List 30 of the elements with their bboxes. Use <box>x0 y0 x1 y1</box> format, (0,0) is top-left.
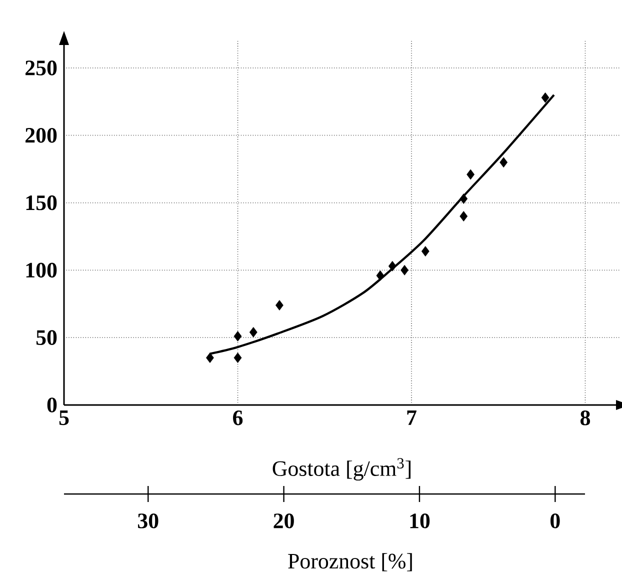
y-tick-label: 50 <box>36 330 57 345</box>
point <box>276 300 284 310</box>
point <box>500 157 508 168</box>
point <box>206 352 214 364</box>
point <box>466 169 475 180</box>
point <box>400 264 409 276</box>
point <box>460 194 468 204</box>
x2-tick-label: 20 <box>274 514 294 528</box>
x-axis-title: Gostota [g/cm$^{3}$] <box>272 458 411 481</box>
y-tick-label: 0 <box>47 398 57 412</box>
y-tick-label: 250 <box>26 60 57 76</box>
y-tick-label: 200 <box>26 128 57 143</box>
x2-tick-label: 30 <box>138 514 158 528</box>
x2-tick-label: 0 <box>550 514 560 528</box>
point <box>249 326 258 338</box>
point <box>421 246 430 256</box>
point <box>234 352 242 364</box>
point <box>234 331 242 342</box>
point <box>460 211 468 222</box>
y-tick-label: 150 <box>26 195 57 210</box>
y-tick-label: 100 <box>26 262 57 278</box>
point <box>541 92 550 103</box>
x-tick-label: 8 <box>580 410 590 426</box>
x-tick-label: 6 <box>233 410 243 426</box>
point <box>388 260 396 272</box>
x2-axis-title: Poroznost [%] <box>288 553 412 572</box>
point <box>376 270 384 281</box>
x-tick-label: 5 <box>59 410 69 426</box>
x-tick-label: 7 <box>407 410 416 425</box>
x2-tick-label: 10 <box>410 514 430 528</box>
